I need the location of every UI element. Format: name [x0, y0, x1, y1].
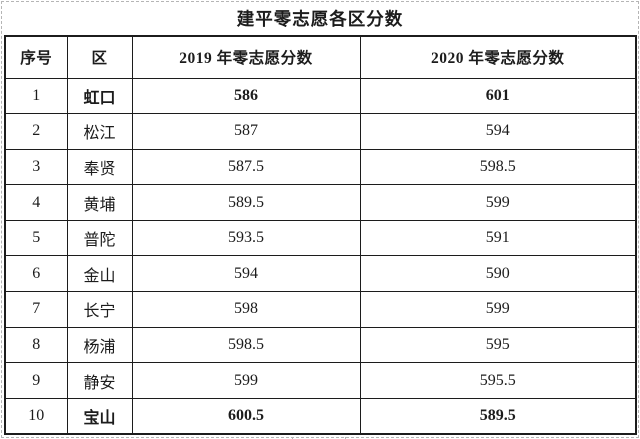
- score-2020-cell: 599: [359, 184, 637, 221]
- table-row: 2 松江 587 594: [4, 113, 637, 150]
- district-name: 金山: [66, 255, 133, 293]
- table-row: 1 虹口 586 601: [4, 77, 637, 115]
- col-header-score-2019: 2019 年零志愿分数: [131, 35, 361, 79]
- table-body: 1 虹口 586 601 2 松江 587 594 3 奉贤 587.5 598.5 4 黄埔 589.5 5…: [4, 77, 637, 435]
- score-2020-cell: 594: [359, 113, 637, 150]
- row-number: 9: [4, 362, 68, 399]
- score-2019-cell: 599: [131, 362, 361, 399]
- row-number: 1: [4, 77, 68, 115]
- row-number: 7: [4, 291, 68, 328]
- table-title: 建平零志愿各区分数: [236, 9, 404, 29]
- header-row: 序号 区 2019 年零志愿分数 2020 年零志愿分数: [4, 35, 637, 79]
- score-table: 序号 区 2019 年零志愿分数 2020 年零志愿分数 1 虹口 586 601 2 松…: [4, 35, 637, 435]
- score-2019-cell: 586: [131, 77, 361, 115]
- score-2019-cell: 593.5: [131, 219, 361, 257]
- table-row: 8 杨浦 598.5 595: [4, 326, 637, 364]
- row-number: 3: [4, 148, 68, 186]
- score-2020-cell: 595.5: [359, 362, 637, 399]
- table-row: 4 黄埔 589.5 599: [4, 184, 637, 221]
- col-header-serial: 序号: [4, 35, 68, 79]
- row-number: 6: [4, 255, 68, 293]
- district-name: 奉贤: [66, 148, 133, 186]
- score-2020-cell: 595: [359, 326, 637, 364]
- table-row: 10 宝山 600.5 589.5: [4, 397, 637, 435]
- col-header-score-2020: 2020 年零志愿分数: [359, 35, 637, 79]
- score-2019-cell: 589.5: [131, 184, 361, 221]
- score-2019-cell: 598.5: [131, 326, 361, 364]
- cropped-next-table-stub: [292, 437, 346, 439]
- district-name: 普陀: [66, 219, 133, 257]
- score-2019-cell: 587: [131, 113, 361, 150]
- row-number: 2: [4, 113, 68, 150]
- district-name: 静安: [66, 362, 133, 399]
- district-name: 杨浦: [66, 326, 133, 364]
- col-header-district: 区: [66, 35, 133, 79]
- district-name: 黄埔: [66, 184, 133, 221]
- score-2020-cell: 590: [359, 255, 637, 293]
- table-title-bar: 建平零志愿各区分数: [2, 2, 638, 35]
- score-2019-cell: 600.5: [131, 397, 361, 435]
- district-name: 长宁: [66, 291, 133, 328]
- district-name: 虹口: [66, 77, 133, 115]
- table-row: 9 静安 599 595.5: [4, 362, 637, 399]
- score-2020-cell: 598.5: [359, 148, 637, 186]
- score-2019-cell: 587.5: [131, 148, 361, 186]
- score-2019-cell: 594: [131, 255, 361, 293]
- table-header: 序号 区 2019 年零志愿分数 2020 年零志愿分数: [4, 35, 637, 79]
- row-number: 4: [4, 184, 68, 221]
- score-2020-cell: 591: [359, 219, 637, 257]
- table-row: 6 金山 594 590: [4, 255, 637, 293]
- score-2020-cell: 599: [359, 291, 637, 328]
- row-number: 5: [4, 219, 68, 257]
- table-row: 7 长宁 598 599: [4, 291, 637, 328]
- table-row: 5 普陀 593.5 591: [4, 219, 637, 257]
- score-2020-cell: 601: [359, 77, 637, 115]
- score-2020-cell: 589.5: [359, 397, 637, 435]
- row-number: 8: [4, 326, 68, 364]
- table-row: 3 奉贤 587.5 598.5: [4, 148, 637, 186]
- district-name: 松江: [66, 113, 133, 150]
- district-name: 宝山: [66, 397, 133, 435]
- score-2019-cell: 598: [131, 291, 361, 328]
- row-number: 10: [4, 397, 68, 435]
